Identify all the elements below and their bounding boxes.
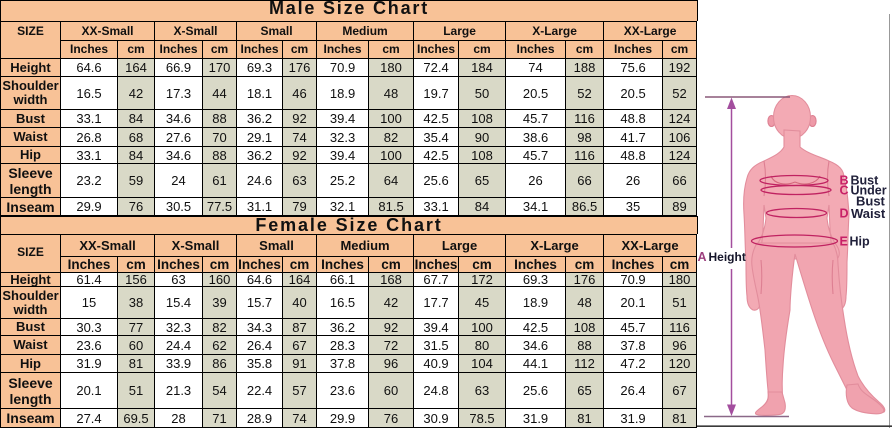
svg-text:B: B <box>840 174 849 188</box>
svg-text:Bust: Bust <box>851 174 880 188</box>
svg-text:Height: Height <box>709 250 746 264</box>
svg-text:Bust: Bust <box>856 194 886 209</box>
svg-text:C: C <box>840 184 849 198</box>
svg-text:E: E <box>840 235 848 249</box>
svg-text:A: A <box>698 250 707 264</box>
svg-text:D: D <box>840 207 849 221</box>
svg-text:Under: Under <box>851 184 887 198</box>
svg-text:Waist: Waist <box>851 206 886 221</box>
svg-text:Hip: Hip <box>850 235 871 249</box>
